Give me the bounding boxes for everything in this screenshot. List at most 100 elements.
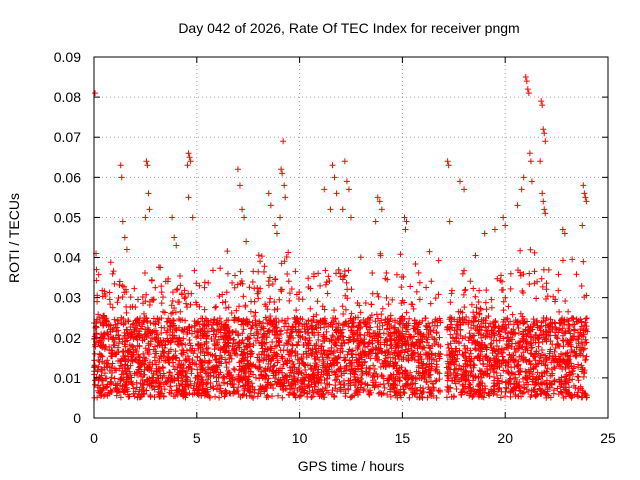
- data-point: [266, 327, 273, 334]
- data-point: [125, 357, 132, 364]
- data-point: [164, 335, 171, 342]
- data-point: [372, 355, 379, 362]
- data-point: [128, 380, 135, 387]
- data-point: [562, 380, 569, 387]
- data-point: [410, 350, 417, 357]
- data-point: [322, 267, 329, 274]
- data-point: [571, 327, 578, 334]
- data-point: [408, 301, 415, 308]
- data-point: [235, 303, 242, 310]
- data-point: [246, 341, 253, 348]
- data-point: [324, 351, 331, 358]
- data-point: [514, 202, 521, 209]
- data-point: [543, 355, 550, 362]
- data-point: [135, 390, 142, 397]
- data-point: [357, 309, 364, 316]
- data-point: [231, 346, 238, 353]
- data-point: [252, 363, 259, 370]
- data-point: [485, 323, 492, 330]
- data-point: [165, 374, 172, 381]
- data-point: [292, 268, 299, 275]
- data-point: [178, 367, 185, 374]
- data-point: [488, 304, 495, 311]
- data-point: [497, 372, 504, 379]
- data-point: [238, 358, 245, 365]
- data-point: [123, 309, 130, 316]
- data-point: [568, 348, 575, 355]
- data-point: [221, 374, 228, 381]
- data-point: [551, 348, 558, 355]
- data-point: [423, 378, 430, 385]
- data-point: [556, 358, 563, 365]
- data-point: [178, 350, 185, 357]
- data-point: [107, 301, 114, 308]
- data-point: [276, 296, 283, 303]
- data-point: [202, 370, 209, 377]
- data-point: [158, 283, 165, 290]
- data-point: [583, 325, 590, 332]
- data-point: [404, 382, 411, 389]
- data-point: [286, 372, 293, 379]
- data-point: [365, 388, 372, 395]
- data-point: [579, 389, 586, 396]
- data-point: [478, 374, 485, 381]
- data-point: [121, 329, 128, 336]
- data-point: [551, 365, 558, 372]
- data-point: [310, 370, 317, 377]
- data-point: [534, 334, 541, 341]
- data-point: [155, 320, 162, 327]
- data-point: [457, 319, 464, 326]
- data-point: [267, 295, 274, 302]
- data-point: [335, 328, 342, 335]
- data-point: [136, 328, 143, 335]
- data-point: [321, 186, 328, 193]
- data-point: [494, 275, 501, 282]
- data-point: [212, 352, 219, 359]
- data-point: [166, 359, 173, 366]
- data-point: [348, 362, 355, 369]
- data-point: [436, 370, 443, 377]
- data-point: [313, 348, 320, 355]
- data-point: [159, 363, 166, 370]
- data-point: [211, 316, 218, 323]
- data-point: [252, 374, 259, 381]
- data-point: [509, 331, 516, 338]
- data-point: [292, 321, 299, 328]
- data-point: [222, 356, 229, 363]
- data-point: [582, 336, 589, 343]
- data-point: [238, 321, 245, 328]
- data-point: [537, 352, 544, 359]
- data-point: [336, 367, 343, 374]
- data-point: [527, 350, 534, 357]
- data-point: [195, 386, 202, 393]
- data-point: [123, 386, 130, 393]
- data-point: [174, 391, 181, 398]
- data-point: [498, 278, 505, 285]
- data-point: [452, 348, 459, 355]
- data-point: [286, 334, 293, 341]
- data-point: [161, 324, 168, 331]
- data-point: [543, 286, 550, 293]
- data-point: [443, 364, 450, 371]
- data-point: [127, 372, 134, 379]
- data-point: [357, 254, 364, 261]
- data-point: [468, 301, 475, 308]
- data-point: [319, 354, 326, 361]
- data-point: [300, 377, 307, 384]
- y-tick-label: 0.03: [54, 290, 81, 306]
- data-point: [317, 282, 324, 289]
- data-point: [223, 325, 230, 332]
- data-point: [498, 272, 505, 279]
- data-point: [457, 327, 464, 334]
- data-point: [328, 337, 335, 344]
- data-point: [507, 389, 514, 396]
- data-point: [366, 339, 373, 346]
- data-point: [547, 338, 554, 345]
- data-point: [117, 162, 124, 169]
- data-point: [143, 378, 150, 385]
- data-point: [378, 372, 385, 379]
- data-point: [425, 342, 432, 349]
- data-point: [410, 333, 417, 340]
- data-point: [355, 366, 362, 373]
- data-point: [469, 332, 476, 339]
